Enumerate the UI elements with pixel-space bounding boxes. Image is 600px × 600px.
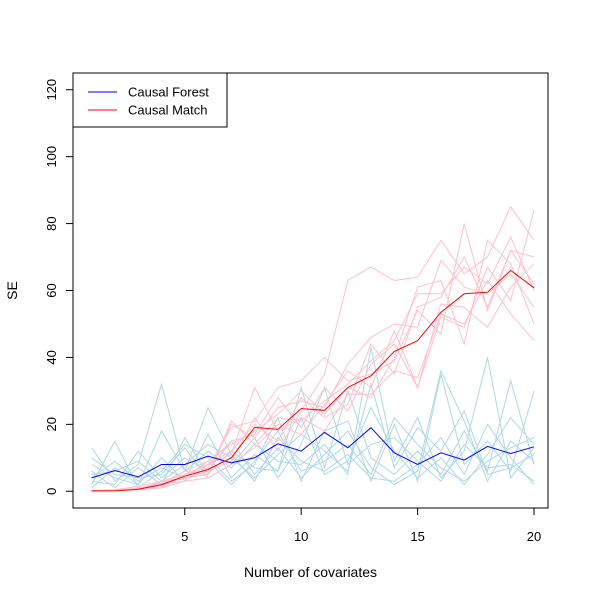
y-tick-label: 60: [44, 283, 59, 297]
x-axis-title: Number of covariates: [244, 564, 377, 580]
legend: Causal Forest Causal Match: [72, 72, 228, 128]
background-line-causal-match-18: [91, 239, 535, 492]
y-tick-label: 120: [44, 79, 59, 101]
plot-frame: [72, 72, 549, 509]
background-line-causal-forest-6: [91, 406, 535, 486]
y-axis-title: SE: [4, 281, 20, 300]
background-line-causal-forest-7: [91, 386, 535, 482]
background-line-causal-forest-9: [91, 382, 535, 482]
x-tick-label: 10: [294, 529, 308, 544]
series-line-causal-forest: [91, 427, 535, 479]
background-line-causal-forest-2: [91, 374, 535, 489]
y-tick-label: 0: [44, 488, 59, 495]
legend-label-causal-forest: Causal Forest: [128, 85, 209, 100]
background-line-causal-match-16: [91, 259, 535, 492]
background-line-causal-forest-3: [91, 378, 535, 489]
y-tick-label: 40: [44, 350, 59, 364]
background-line-causal-match-17: [91, 223, 535, 492]
y-tick-label: 20: [44, 417, 59, 431]
legend-label-causal-match: Causal Match: [128, 103, 207, 118]
y-tick-label: 100: [44, 146, 59, 168]
background-line-causal-forest-8: [91, 416, 535, 486]
background-line-causal-match-15: [91, 263, 535, 492]
y-tick-label: 80: [44, 216, 59, 230]
x-tick-label: 5: [181, 529, 188, 544]
main-series-group: [91, 269, 535, 492]
background-line-causal-forest-4: [91, 347, 535, 489]
background-series-group: [91, 205, 535, 492]
background-line-causal-match-11: [91, 210, 535, 492]
x-tick-label: 20: [527, 529, 541, 544]
x-tick-label: 15: [410, 529, 424, 544]
series-line-causal-match: [91, 269, 535, 492]
legend-box: [72, 72, 228, 128]
